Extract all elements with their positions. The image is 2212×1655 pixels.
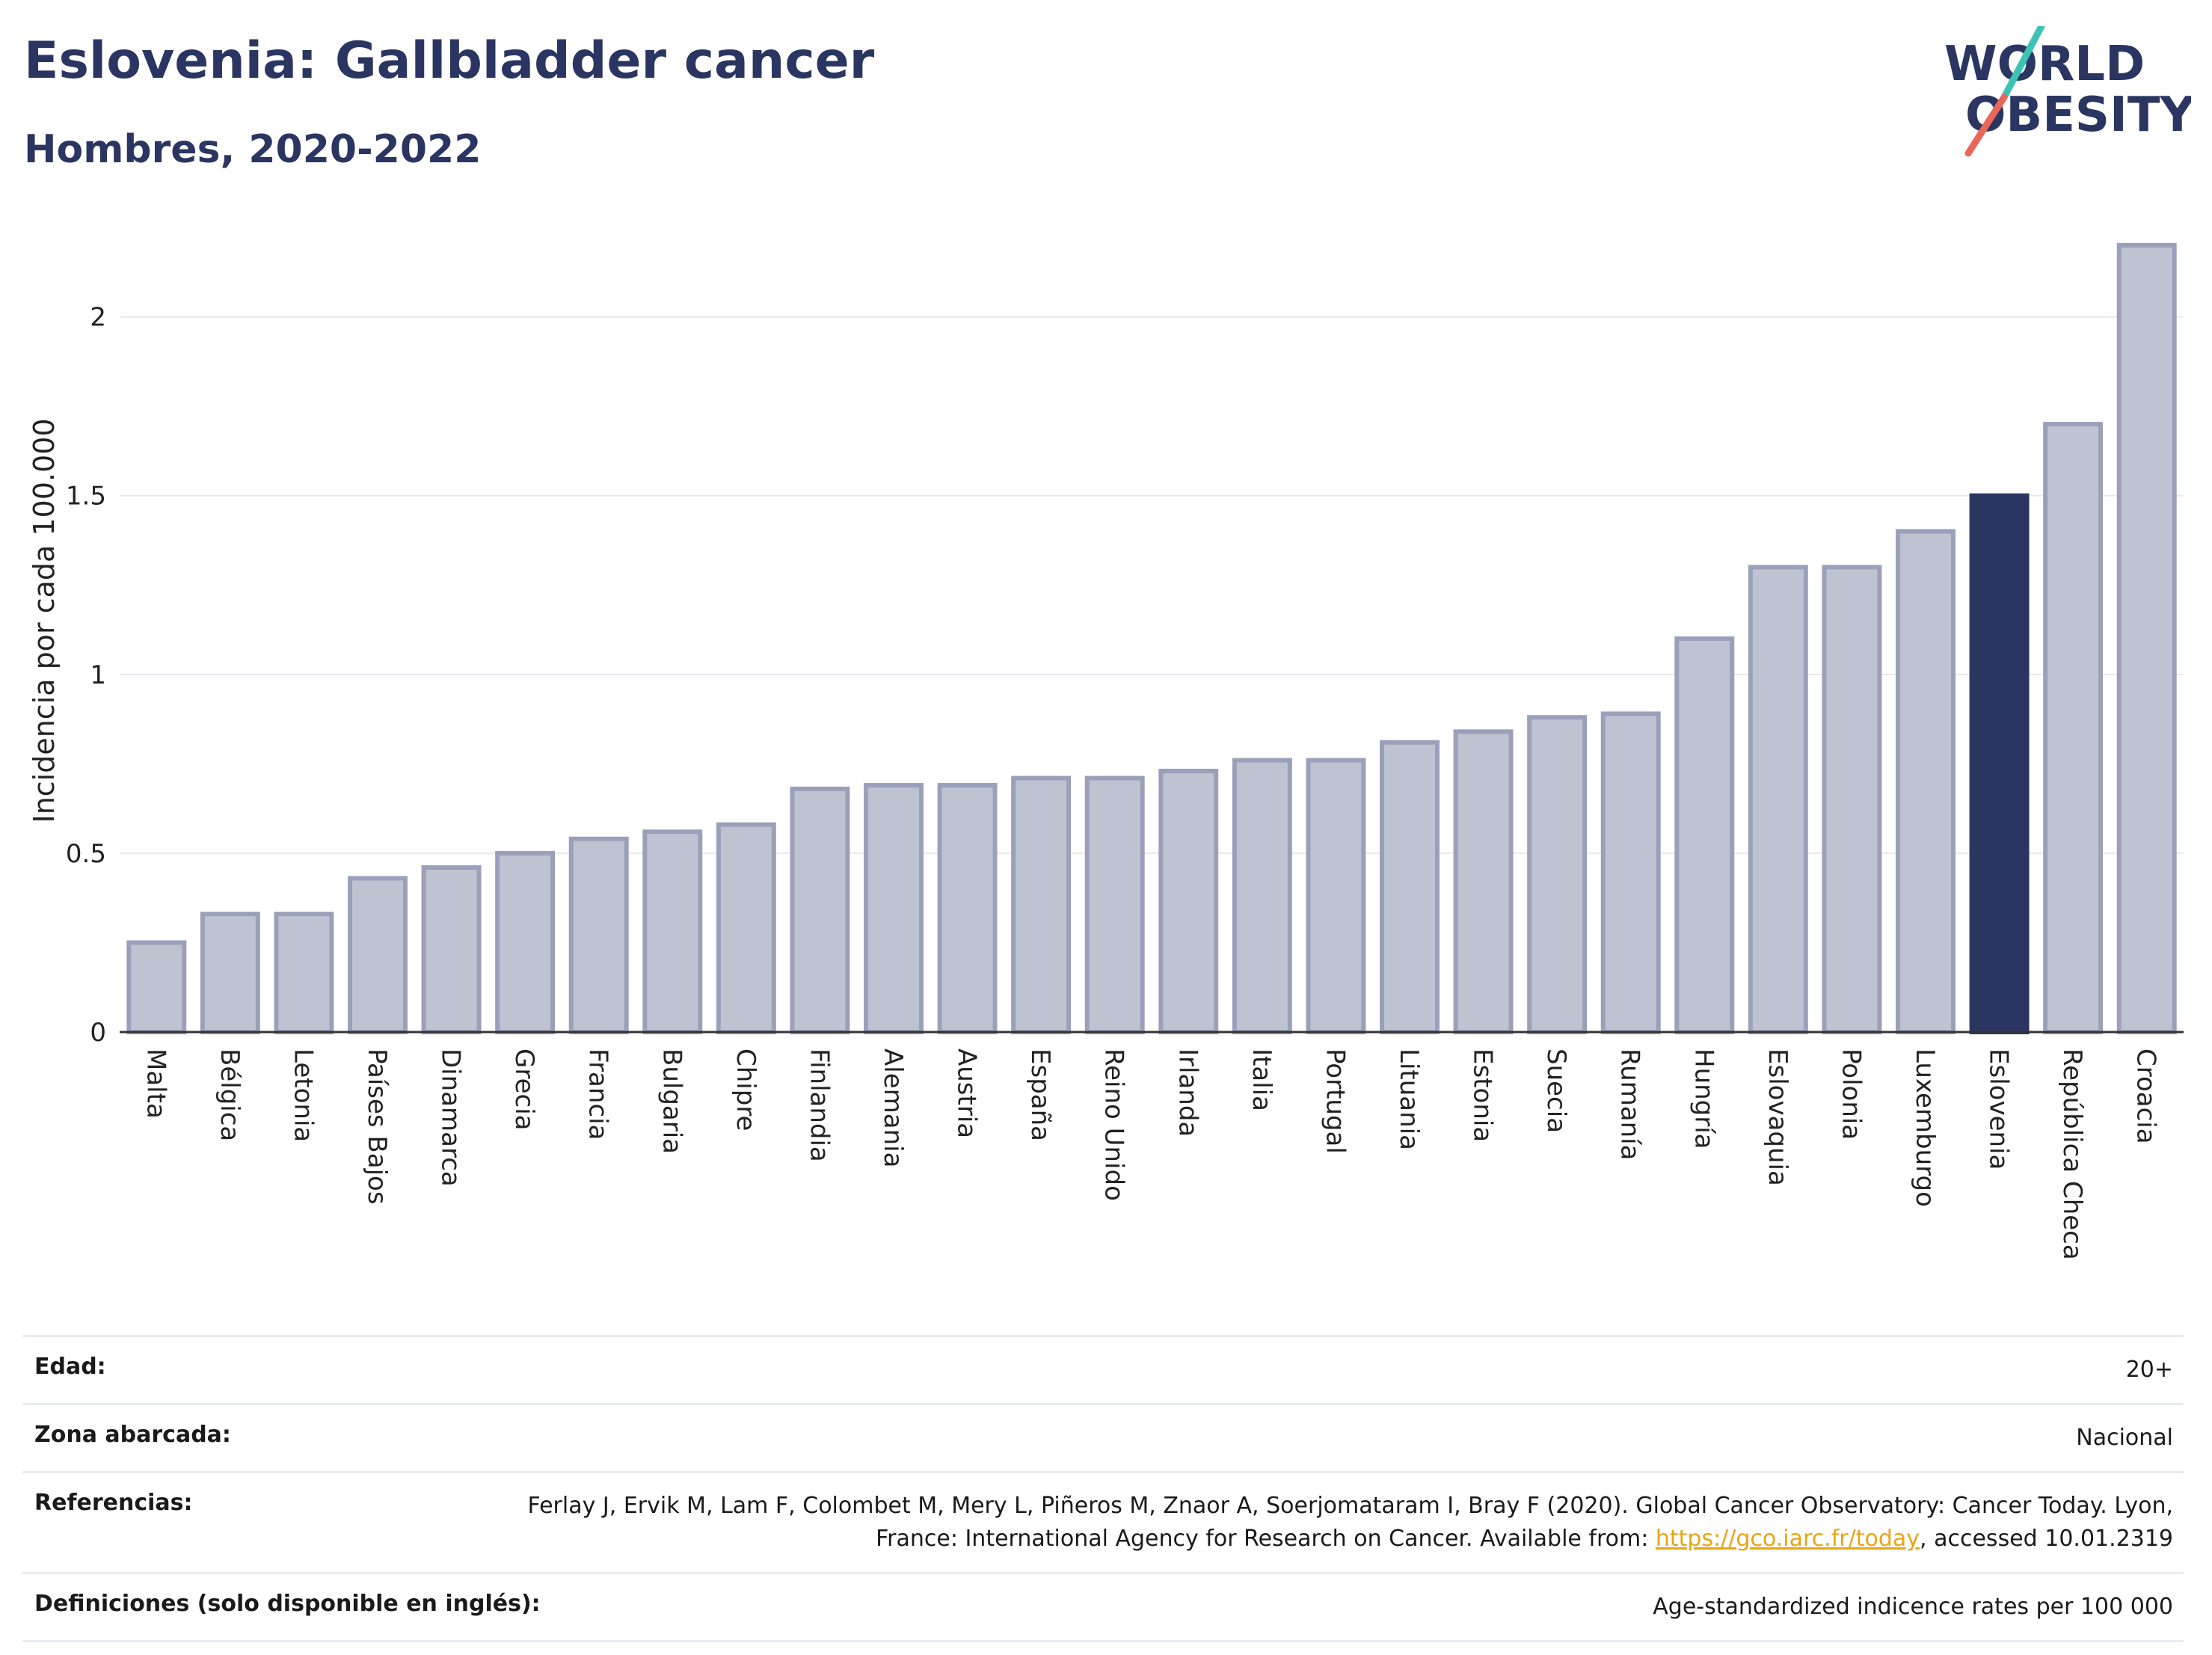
bar-letonia — [274, 912, 334, 1035]
bar-bulgaria — [642, 829, 703, 1035]
definitions-label: Definiciones (solo disponible en inglés)… — [34, 1591, 541, 1617]
bar-francia — [568, 836, 629, 1034]
x-tick-label: Dinamarca — [436, 1048, 466, 1187]
svg-text:WORLD: WORLD — [1944, 37, 2145, 92]
x-tick-label: Austria — [952, 1048, 982, 1138]
bar-república-checa — [2043, 422, 2104, 1035]
x-tick-label: Francia — [583, 1048, 613, 1140]
x-tick-label: Suecia — [1541, 1048, 1571, 1133]
bar-países-bajos — [348, 876, 408, 1035]
bar-austria — [937, 783, 998, 1035]
x-tick-label: Grecia — [509, 1048, 539, 1130]
x-tick-label: Finlandia — [804, 1048, 834, 1162]
bar-dinamarca — [421, 865, 482, 1035]
x-tick-label: Bulgaria — [657, 1048, 686, 1154]
world-obesity-logo: WORLD OBESITY — [1944, 26, 2191, 157]
info-row-area: Zona abarcada: Nacional — [22, 1403, 2184, 1471]
x-tick-label: Irlanda — [1173, 1048, 1202, 1137]
info-row-age: Edad: 20+ — [22, 1335, 2184, 1403]
page-title: Eslovenia: Gallbladder cancer — [24, 31, 875, 90]
bar-lituania — [1380, 740, 1440, 1034]
bar-malta — [126, 940, 187, 1034]
references-label: Referencias: — [34, 1490, 193, 1516]
bar-irlanda — [1158, 768, 1219, 1034]
y-tick-label: 1.5 — [66, 482, 106, 512]
definitions-value: Age-standardized indicence rates per 100… — [1653, 1594, 2173, 1620]
bar-hungría — [1674, 636, 1735, 1034]
svg-text:OBESITY: OBESITY — [1965, 87, 2191, 143]
references-value: Ferlay J, Ervik M, Lam F, Colombet M, Me… — [453, 1490, 2173, 1556]
references-link[interactable]: https://gco.iarc.fr/today — [1655, 1526, 1920, 1552]
bar-españa — [1011, 776, 1072, 1034]
bar-polonia — [1822, 565, 1882, 1034]
x-tick-label: Rumanía — [1615, 1048, 1645, 1160]
y-tick-label: 1 — [90, 660, 106, 690]
bar-rumanía — [1600, 711, 1661, 1034]
x-tick-label: Estonia — [1468, 1048, 1498, 1142]
references-accessed: , accessed 10.01.2319 — [1920, 1526, 2173, 1552]
bar-chart: 0 0.5 1 1.5 2 Malta Bélgica Letonia Países Bajos… — [28, 243, 2184, 1260]
bar-eslovaquia — [1748, 565, 1808, 1034]
info-table: Edad: 20+ Zona abarcada: Nacional Refere… — [22, 1335, 2184, 1642]
x-tick-label: Italia — [1247, 1048, 1276, 1111]
x-tick-label: Croacia — [2131, 1048, 2161, 1144]
x-tick-label: Polonia — [1836, 1048, 1866, 1140]
axes: 0 0.5 1 1.5 2 Malta Bélgica Letonia Países Bajos… — [66, 303, 2184, 1260]
bar-bélgica — [200, 912, 260, 1035]
x-tick-label: Hungría — [1689, 1048, 1718, 1149]
y-tick-label: 0.5 — [66, 839, 106, 869]
x-tick-label: Portugal — [1320, 1048, 1350, 1154]
age-value: 20+ — [2125, 1357, 2173, 1383]
bar-finlandia — [790, 786, 850, 1034]
x-tick-label: Luxemburgo — [1910, 1048, 1940, 1207]
bar-suecia — [1527, 715, 1588, 1034]
x-tick-label: Eslovenia — [1984, 1048, 2014, 1170]
y-tick-label: 2 — [90, 303, 106, 333]
x-tick-label: España — [1025, 1048, 1055, 1141]
bars — [126, 243, 2177, 1035]
bar-reino-unido — [1084, 776, 1145, 1034]
bar-croacia — [2116, 243, 2177, 1034]
bar-italia — [1232, 758, 1292, 1035]
x-tick-label: Eslovaquia — [1763, 1048, 1792, 1186]
references-text: Ferlay J, Ervik M, Lam F, Colombet M, Me… — [527, 1493, 2173, 1552]
x-tick-label: Bélgica — [215, 1048, 245, 1141]
info-row-definitions: Definiciones (solo disponible en inglés)… — [22, 1572, 2184, 1642]
x-tick-label: Países Bajos — [362, 1048, 392, 1205]
bar-grecia — [495, 850, 556, 1035]
x-tick-label: Letonia — [288, 1048, 318, 1142]
area-label: Zona abarcada: — [34, 1422, 231, 1448]
x-tick-label: Lituania — [1394, 1048, 1424, 1150]
bar-eslovenia — [1969, 493, 2030, 1034]
area-value: Nacional — [2076, 1425, 2173, 1451]
bar-alemania — [864, 783, 924, 1035]
bar-luxemburgo — [1896, 529, 1956, 1034]
x-tick-label: Chipre — [731, 1048, 761, 1131]
x-tick-label: República Checa — [2057, 1048, 2087, 1260]
x-tick-label: Reino Unido — [1099, 1048, 1129, 1201]
bar-chipre — [716, 822, 776, 1034]
y-tick-label: 0 — [90, 1018, 106, 1048]
info-row-references: Referencias: Ferlay J, Ervik M, Lam F, C… — [22, 1471, 2184, 1572]
page-subtitle: Hombres, 2020-2022 — [24, 127, 482, 172]
x-tick-label: Malta — [141, 1048, 170, 1119]
age-label: Edad: — [34, 1354, 106, 1380]
bar-estonia — [1453, 729, 1514, 1034]
bar-portugal — [1306, 758, 1366, 1035]
x-tick-label: Alemania — [878, 1048, 908, 1167]
y-axis-label: Incidencia por cada 100.000 — [28, 418, 61, 823]
